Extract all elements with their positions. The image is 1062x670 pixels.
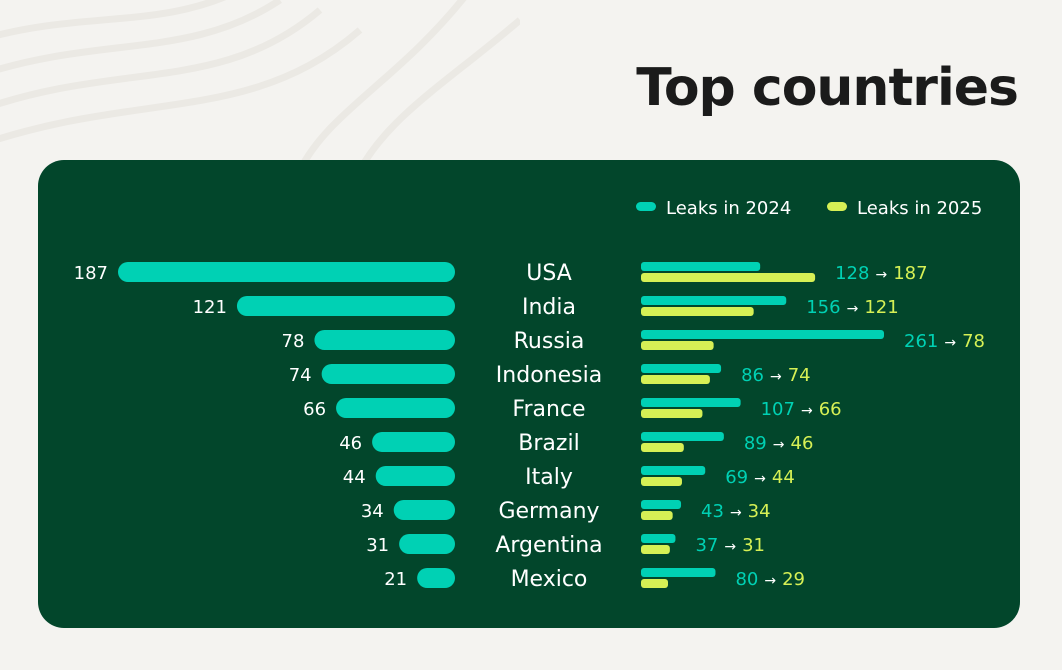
value-2024-usa: 128: [835, 263, 869, 284]
value-pair-france: 107 → 66: [761, 399, 842, 420]
value-pair-brazil: 89 → 46: [744, 433, 814, 454]
bar-left-argentina: [399, 534, 455, 554]
category-label-india: India: [522, 295, 576, 320]
bar-2024-italy: [641, 466, 706, 475]
legend-label-leaks-2025: Leaks in 2025: [857, 198, 982, 219]
bar-2025-france: [641, 409, 703, 418]
value-pair-germany: 43 → 34: [701, 501, 771, 522]
value-2025-brazil: 46: [791, 433, 814, 454]
value-left-italy: 44: [343, 467, 366, 488]
value-2024-indonesia: 86: [741, 365, 764, 386]
arrow-icon: →: [801, 403, 813, 419]
arrow-icon: →: [773, 437, 785, 453]
value-2025-italy: 44: [772, 467, 795, 488]
value-2024-italy: 69: [725, 467, 748, 488]
value-pair-argentina: 37 → 31: [695, 535, 765, 556]
legend-swatch-leaks-2025: [827, 202, 847, 211]
value-2025-france: 66: [819, 399, 842, 420]
bar-2024-argentina: [641, 534, 676, 543]
value-2025-argentina: 31: [742, 535, 765, 556]
bar-2024-germany: [641, 500, 682, 509]
bar-left-russia: [314, 330, 455, 350]
category-label-argentina: Argentina: [495, 533, 602, 558]
category-label-mexico: Mexico: [511, 567, 588, 592]
category-label-italy: Italy: [525, 465, 573, 490]
bar-2025-brazil: [641, 443, 684, 452]
value-2024-mexico: 80: [735, 569, 758, 590]
bar-2024-usa: [641, 262, 761, 271]
value-pair-usa: 128 → 187: [835, 263, 927, 284]
value-2025-germany: 34: [748, 501, 771, 522]
value-left-argentina: 31: [366, 535, 389, 556]
value-left-russia: 78: [282, 331, 305, 352]
bar-left-brazil: [372, 432, 455, 452]
bar-2024-mexico: [641, 568, 716, 577]
background-decoration: [0, 0, 520, 170]
bar-2025-usa: [641, 273, 816, 282]
legend-swatch-leaks-2024: [636, 202, 656, 211]
value-pair-mexico: 80 → 29: [735, 569, 805, 590]
value-2025-mexico: 29: [782, 569, 805, 590]
arrow-icon: →: [944, 335, 956, 351]
bar-2025-argentina: [641, 545, 670, 554]
arrow-icon: →: [764, 573, 776, 589]
bar-2024-indonesia: [641, 364, 722, 373]
value-left-indonesia: 74: [289, 365, 312, 386]
value-2024-india: 156: [806, 297, 840, 318]
value-2024-france: 107: [761, 399, 795, 420]
value-left-mexico: 21: [384, 569, 407, 590]
value-left-brazil: 46: [339, 433, 362, 454]
value-2025-india: 121: [864, 297, 898, 318]
bar-left-france: [336, 398, 455, 418]
bar-2025-mexico: [641, 579, 668, 588]
category-label-usa: USA: [526, 261, 572, 286]
value-left-germany: 34: [361, 501, 384, 522]
bar-2025-italy: [641, 477, 682, 486]
value-pair-italy: 69 → 44: [725, 467, 795, 488]
arrow-icon: →: [730, 505, 742, 521]
value-pair-russia: 261 → 78: [904, 331, 985, 352]
value-pair-india: 156 → 121: [806, 297, 898, 318]
bar-2024-russia: [641, 330, 884, 339]
value-pair-indonesia: 86 → 74: [741, 365, 811, 386]
value-left-france: 66: [303, 399, 326, 420]
value-2025-indonesia: 74: [788, 365, 811, 386]
value-left-usa: 187: [74, 263, 108, 284]
bar-2024-india: [641, 296, 787, 305]
arrow-icon: →: [847, 301, 859, 317]
arrow-icon: →: [754, 471, 766, 487]
category-label-brazil: Brazil: [518, 431, 579, 456]
bar-2025-india: [641, 307, 754, 316]
value-2024-brazil: 89: [744, 433, 767, 454]
bar-left-italy: [375, 466, 455, 486]
bar-2024-brazil: [641, 432, 724, 441]
bar-2024-france: [641, 398, 741, 407]
value-2024-argentina: 37: [695, 535, 718, 556]
chart-card: Leaks in 2024 Leaks in 2025 187 USA 128 → 187 1…: [38, 160, 1020, 628]
bar-left-germany: [393, 500, 455, 520]
bar-left-usa: [118, 262, 455, 282]
bar-left-mexico: [417, 568, 455, 588]
legend-label-leaks-2024: Leaks in 2024: [666, 198, 791, 219]
bar-left-indonesia: [321, 364, 455, 384]
value-left-india: 121: [193, 297, 227, 318]
category-label-russia: Russia: [514, 329, 585, 354]
value-2025-russia: 78: [962, 331, 985, 352]
arrow-icon: →: [724, 539, 736, 555]
page-title: Top countries: [636, 58, 1019, 118]
arrow-icon: →: [875, 267, 887, 283]
value-2025-usa: 187: [893, 263, 927, 284]
category-label-indonesia: Indonesia: [496, 363, 602, 388]
category-label-france: France: [512, 397, 585, 422]
arrow-icon: →: [770, 369, 782, 385]
bar-2025-germany: [641, 511, 673, 520]
bar-left-india: [236, 296, 455, 316]
category-label-germany: Germany: [498, 499, 599, 524]
value-2024-russia: 261: [904, 331, 938, 352]
bar-2025-indonesia: [641, 375, 710, 384]
value-2024-germany: 43: [701, 501, 724, 522]
bar-2025-russia: [641, 341, 714, 350]
